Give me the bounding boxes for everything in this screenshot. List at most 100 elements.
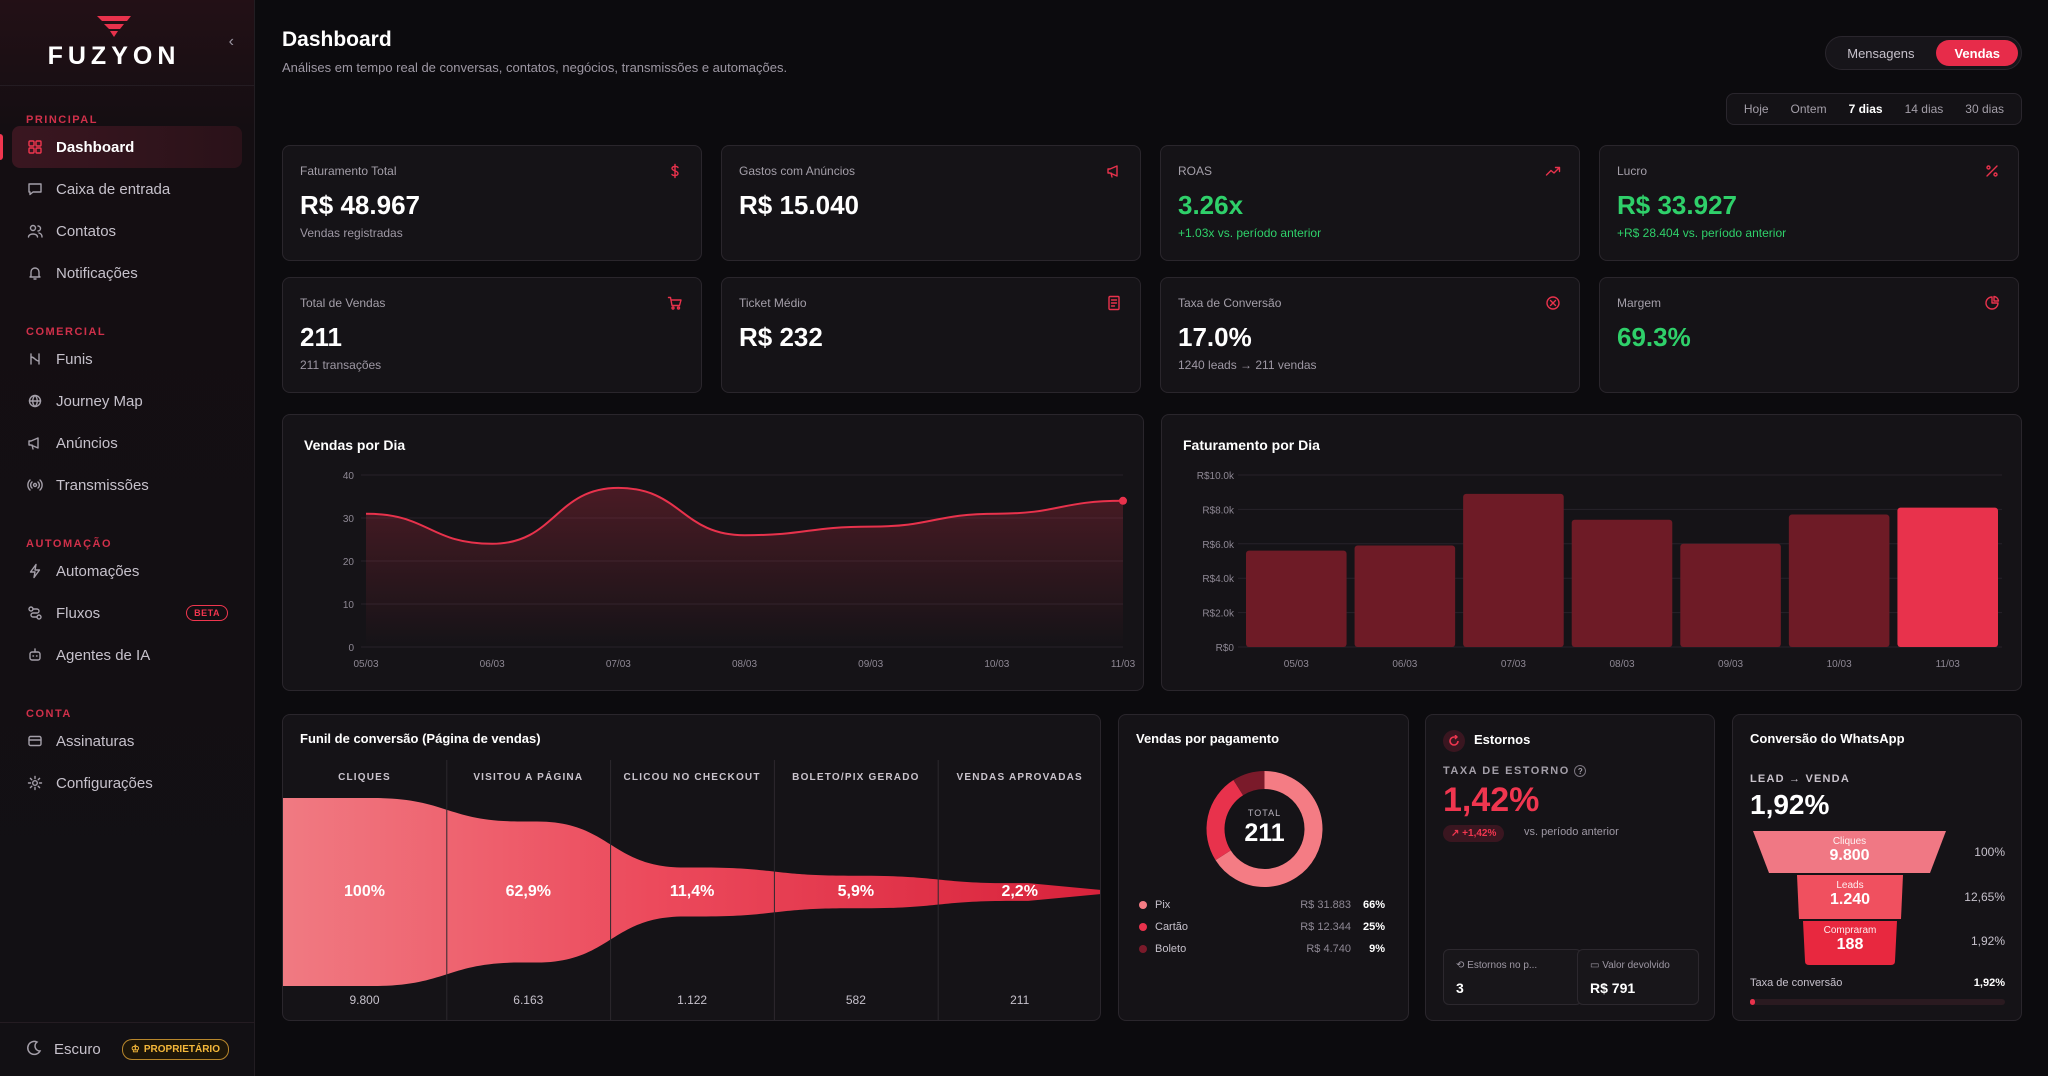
kpi-card: Margem 69.3% [1599,277,2019,393]
nav-section-title: CONTA [26,708,72,720]
refund-amount-value: R$ 791 [1590,980,1636,996]
y-tick-label: R$6.0k [1202,540,1235,551]
kpi-card: Lucro R$ 33.927 +R$ 28.404 vs. período ant… [1599,145,2019,261]
view-toggle-vendas[interactable]: Vendas [1936,40,2018,66]
sidebar-item-configuracoes[interactable]: Configurações [12,762,242,804]
wa-level-3: Compraram 188 [1805,925,1895,954]
sidebar-item-label: Assinaturas [56,732,135,750]
kpi-label: ROAS [1178,164,1213,178]
kpi-label: Ticket Médio [739,296,807,310]
legend-name: Pix [1155,899,1171,911]
x-tick-label: 09/03 [858,659,883,670]
sidebar-item-automacoes[interactable]: Automações [12,550,242,592]
funnel-stage-pct: 5,9% [837,883,875,900]
donut-slice [1233,771,1265,796]
sidebar-item-fluxos[interactable]: Fluxos BETA [12,592,242,634]
range-option[interactable]: Ontem [1790,102,1827,116]
nav-section-title: PRINCIPAL [26,114,98,126]
x-tick-label: 08/03 [1609,659,1634,670]
page-subtitle: Análises em tempo real de conversas, con… [282,60,788,75]
help-icon[interactable]: ? [1574,765,1587,777]
bar [1463,493,1564,647]
line-series [365,486,1124,545]
view-toggle-mensagens[interactable]: Mensagens [1847,45,1915,61]
donut-hole [1225,790,1304,868]
wa-level-2-shape [1797,875,1903,919]
legend-amount: R$ 31.883 [1300,899,1351,911]
refund-rate-value: 1,42% [1443,781,1540,819]
wa-footer-label: Taxa de conversão [1750,977,1843,989]
wa-progress-bar [1750,999,2005,1005]
kpi-value: 17.0% [1178,322,1252,352]
sidebar-item-agentes-de-ia[interactable]: Agentes de IA [12,634,242,676]
line-point [1119,496,1127,505]
kpi-value: R$ 48.967 [300,190,420,220]
sidebar-item-notificacoes[interactable]: Notificações [12,252,242,294]
refund-amount-label: ▭ Valor devolvido [1590,960,1670,971]
wa-level-label: Cliques [1832,836,1867,847]
funnel-stage-count: 1.122 [677,993,708,1007]
sidebar-item-contatos[interactable]: Contatos [12,210,242,252]
theme-label[interactable]: Escuro [54,1041,101,1058]
x-tick-label: 05/03 [1284,659,1309,670]
range-option[interactable]: 30 dias [1965,102,2004,116]
y-tick-label: R$4.0k [1202,574,1235,585]
kpi-label: Margem [1617,296,1662,310]
grid-icon [26,138,44,156]
nav-section-title: AUTOMAÇÃO [26,538,113,550]
payment-method-card: Vendas por pagamento TOTAL 211 Pix R$ 31.… [1118,714,1409,1021]
sidebar-item-journey-map[interactable]: Journey Map [12,380,242,422]
funnel-stage-count: 211 [1010,993,1030,1007]
range-option[interactable]: 7 dias [1848,102,1883,116]
refund-count-label: ⟲ Estornos no p... [1456,960,1538,971]
x-tick-label: 10/03 [984,659,1009,670]
legend-name: Cartão [1155,921,1189,933]
kpi-subtext: +R$ 28.404 vs. período anterior [1617,226,1787,240]
legend-dot [1139,923,1147,931]
sidebar-item-caixa-de-entrada[interactable]: Caixa de entrada [12,168,242,210]
moon-icon[interactable] [26,1040,42,1060]
donut-total-value: 211 [1244,819,1285,847]
x-tick-label: 11/03 [1936,659,1961,670]
range-option[interactable]: 14 dias [1904,102,1944,116]
legend-dot [1139,945,1147,953]
x-tick-label: 11/03 [1111,659,1136,670]
x-tick-label: 07/03 [606,659,631,670]
kpi-card: Ticket Médio R$ 232 [721,277,1141,393]
donut-slice [1206,780,1244,861]
x-tick-label: 05/03 [353,659,378,670]
y-tick-label: 0 [348,643,354,654]
legend-name: Boleto [1155,943,1187,955]
refund-amount-box: ▭ Valor devolvido R$ 791 [1577,949,1699,1005]
funnel-svg [283,760,1100,1020]
sidebar-item-label: Notificações [56,264,138,282]
flow-icon [26,604,44,622]
range-option[interactable]: Hoje [1743,102,1769,116]
kpi-label: Total de Vendas [300,296,386,310]
sidebar-item-dashboard[interactable]: Dashboard [0,126,242,168]
gear-icon [26,774,44,792]
bar [1680,543,1781,647]
sidebar-item-transmissoes[interactable]: Transmissões [12,464,242,506]
wa-progress-fill [1750,999,1756,1005]
wa-level-1-shape [1753,831,1946,873]
refund-count-box: ⟲ Estornos no p... 3 [1443,949,1582,1005]
collapse-sidebar-icon[interactable]: ‹ [228,33,234,50]
kpi-card: ROAS 3.26x +1.03x vs. período anterior [1160,145,1580,261]
chart-title: Faturamento por Dia [1183,437,1320,453]
dollar-icon [667,163,683,179]
kpi-value: 211 [300,322,342,352]
refund-rate-label: TAXA DE ESTORNO ? [1443,765,1587,777]
sidebar-item-funis[interactable]: Funis [12,338,242,380]
bar [1897,507,1998,647]
kpi-card: Taxa de Conversão 17.0% 1240 leads → 211 v… [1160,277,1580,393]
kpi-subtext: Vendas registradas [300,226,403,240]
map-icon [26,392,44,410]
sidebar-item-assinaturas[interactable]: Assinaturas [12,720,242,762]
payment-legend-row: Boleto R$ 4.740 9% [1139,939,1385,959]
sidebar-item-anuncios[interactable]: Anúncios [12,422,242,464]
kpi-value: R$ 15.040 [739,190,859,220]
beta-badge: BETA [186,605,228,621]
kpi-value: R$ 232 [739,322,823,352]
x-tick-label: 07/03 [1501,659,1526,670]
